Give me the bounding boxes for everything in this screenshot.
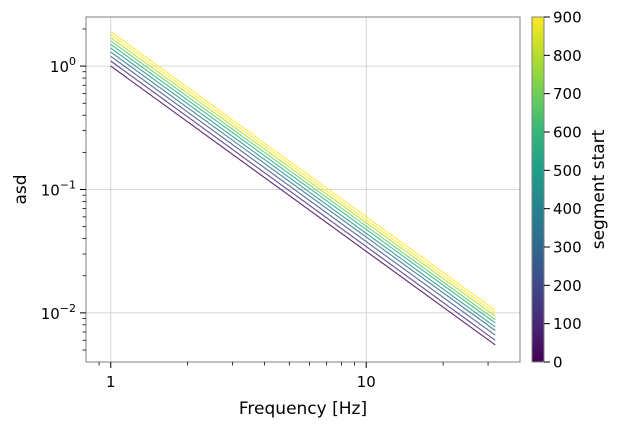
series-line-400 (110, 47, 496, 328)
colorbar-tick-label: 700 (553, 85, 582, 103)
series-line-800 (110, 34, 496, 314)
series-line-0 (110, 65, 496, 346)
series-line-900 (110, 31, 496, 311)
series-line-100 (110, 60, 496, 341)
colorbar-tick-label: 0 (553, 354, 563, 372)
colorbar-tick-label: 500 (553, 162, 582, 180)
colorbar-tick-label: 300 (553, 239, 582, 257)
colorbar-frame (531, 16, 545, 363)
colorbar-tick-label: 900 (553, 9, 582, 27)
colorbar-tick-label: 200 (553, 277, 582, 295)
y-tick-label: 100 (50, 55, 76, 76)
x-axis-label: Frequency [Hz] (239, 399, 367, 419)
y-tick-label: 10−1 (41, 179, 76, 200)
x-tick-label: 1 (106, 373, 116, 391)
grid-lines (86, 17, 520, 362)
y-axis-label: asd (11, 174, 31, 204)
series-line-600 (110, 40, 496, 321)
x-tick-label: 10 (357, 373, 376, 391)
series-line-200 (110, 55, 496, 336)
colorbar-tick-label: 100 (553, 315, 582, 333)
series-group (110, 31, 496, 346)
series-line-500 (110, 43, 496, 324)
x-axis: 1 10 (98, 362, 489, 391)
colorbar (532, 17, 544, 362)
colorbar-tick-label: 400 (553, 200, 582, 218)
y-axis: 10−2 10−1 100 (41, 28, 86, 351)
colorbar-tick-label: 800 (553, 47, 582, 65)
series-line-300 (110, 51, 496, 331)
colorbar-ticks: 0 100 200 300 400 500 600 700 800 900 (544, 9, 582, 372)
series-line-700 (110, 37, 496, 317)
colorbar-label: segment start (589, 129, 609, 249)
colorbar-tick-label: 600 (553, 124, 582, 142)
y-tick-label: 10−2 (41, 302, 76, 323)
